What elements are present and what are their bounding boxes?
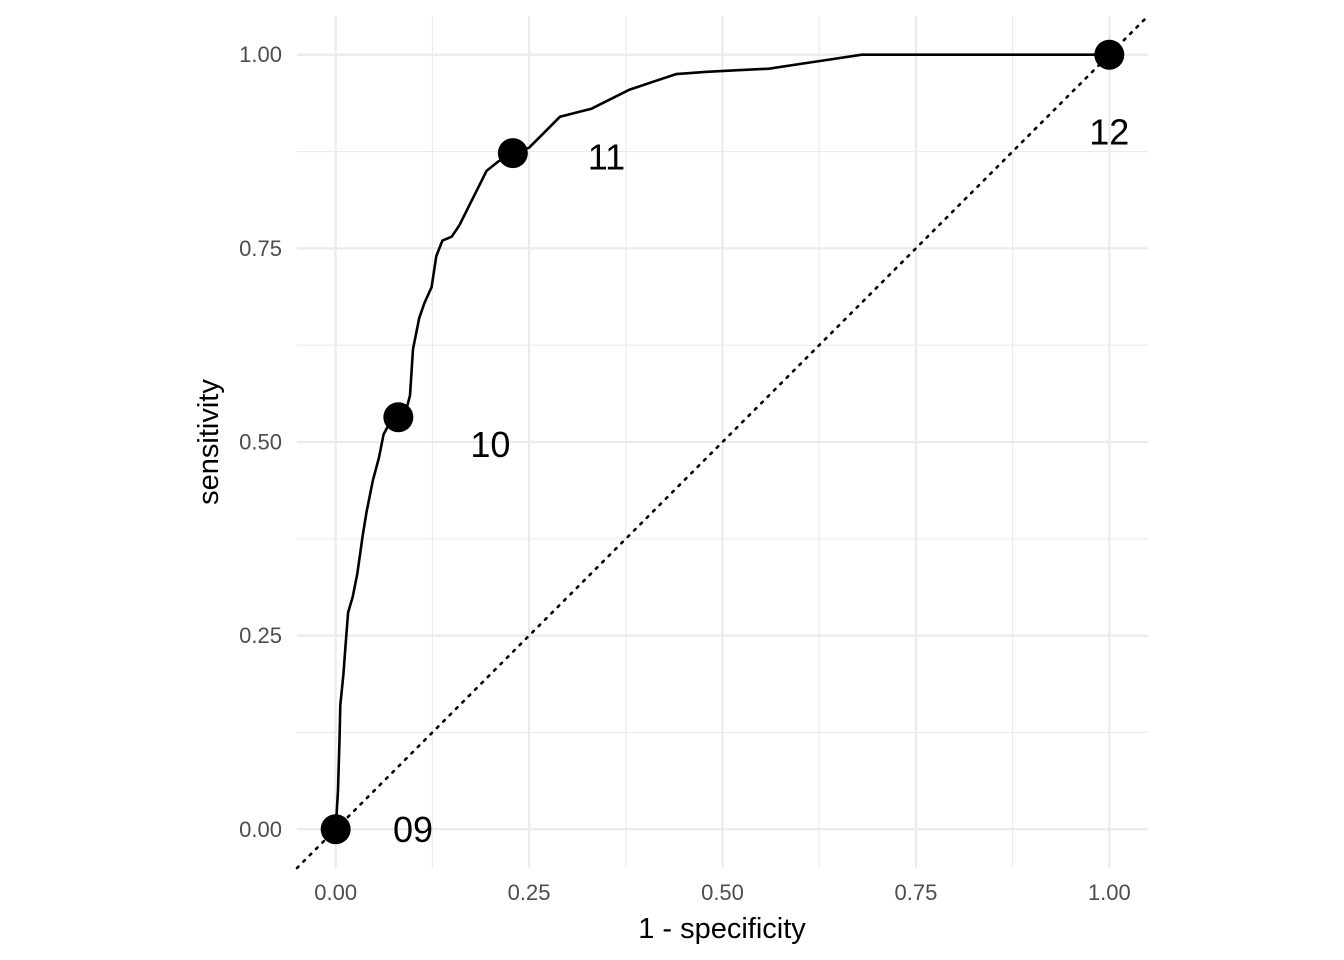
threshold-point-label: 12 (1089, 112, 1129, 153)
threshold-point-label: 09 (393, 809, 433, 850)
roc-curve-layer (334, 53, 1110, 830)
x-tick-label: 0.50 (701, 880, 744, 905)
y-axis-title: sensitivity (193, 379, 225, 505)
y-tick-labels: 0.00 0.25 0.50 0.75 1.00 (239, 42, 282, 842)
threshold-point-label: 11 (588, 136, 625, 177)
threshold-point-label: 10 (470, 424, 510, 465)
y-tick-label: 0.50 (239, 430, 282, 455)
y-tick-label: 0.00 (239, 817, 282, 842)
x-tick-label: 0.00 (314, 880, 357, 905)
y-tick-label: 0.75 (239, 236, 282, 261)
threshold-point (497, 138, 528, 169)
roc-curve (334, 53, 1110, 830)
reference-line-layer (295, 14, 1150, 870)
threshold-point (320, 814, 351, 845)
x-tick-label: 0.25 (508, 880, 551, 905)
threshold-point (383, 402, 414, 433)
y-tick-label: 1.00 (239, 42, 282, 67)
grid (297, 16, 1148, 868)
points-layer: 09 10 11 12 (320, 39, 1129, 850)
y-tick-label: 0.25 (239, 623, 282, 648)
x-tick-labels: 0.00 0.25 0.50 0.75 1.00 (314, 880, 1130, 905)
x-tick-label: 0.75 (894, 880, 937, 905)
x-axis-title: 1 - specificity (638, 913, 806, 945)
reference-diagonal-line (295, 14, 1150, 870)
x-tick-label: 1.00 (1088, 880, 1131, 905)
threshold-point (1094, 39, 1125, 70)
